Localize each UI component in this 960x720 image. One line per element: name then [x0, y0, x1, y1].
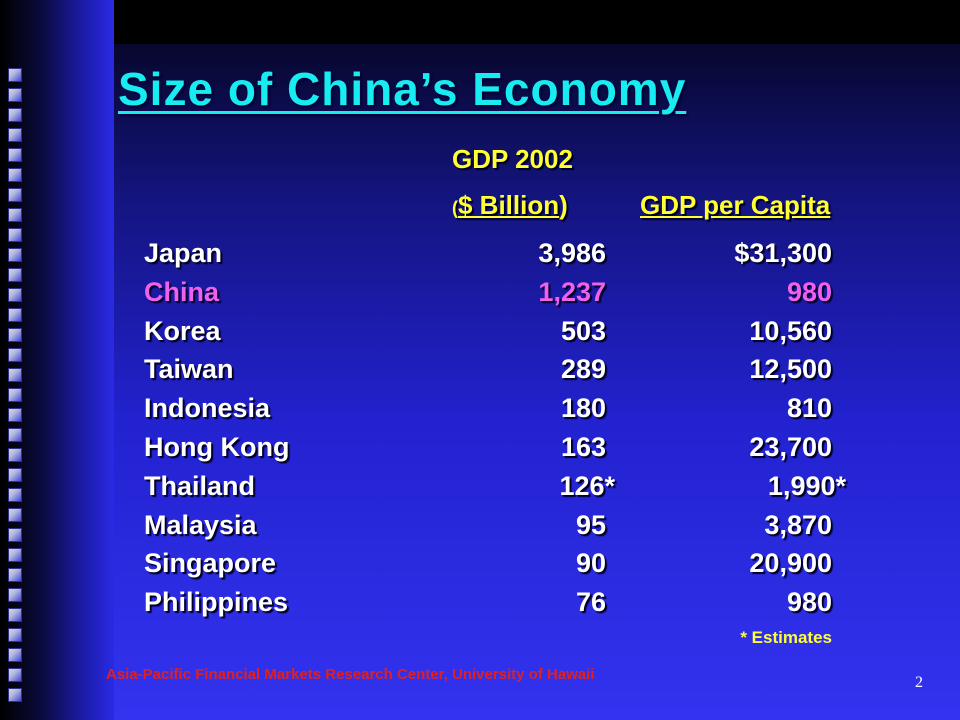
- gdp-value: 180: [560, 393, 606, 424]
- gdp-value: 76: [575, 587, 606, 618]
- slide-title: Size of China’s Economy: [118, 63, 687, 115]
- gdp-unit-header: ($ Billion): [452, 190, 568, 221]
- decorative-square-icon: [8, 628, 22, 642]
- country-name: Taiwan: [144, 354, 234, 385]
- decorative-square-icon: [8, 228, 22, 242]
- gdp-value: 126*: [559, 470, 615, 501]
- table-row: Singapore 90 20,900: [0, 548, 960, 587]
- decorative-square-icon: [8, 368, 22, 382]
- decorative-square-icon: [8, 688, 22, 702]
- decorative-square-icon: [8, 448, 22, 462]
- per-capita-value: 23,700: [749, 431, 832, 462]
- decorative-square-icon: [8, 88, 22, 102]
- source-credit: Asia-Pacific Financial Markets Research …: [106, 666, 595, 683]
- table-row: Japan 3,986 $31,300: [0, 238, 960, 277]
- table-row: Taiwan 289 12,500: [0, 354, 960, 393]
- table-row: Philippines 76 980: [0, 587, 960, 626]
- unit-open-paren: (: [452, 198, 458, 218]
- gdp-value: 1,237: [538, 276, 606, 307]
- decorative-square-icon: [8, 208, 22, 222]
- decorative-square-icon: [8, 168, 22, 182]
- decorative-square-icon: [8, 388, 22, 402]
- decorative-square-icon: [8, 528, 22, 542]
- decorative-square-icon: [8, 248, 22, 262]
- per-capita-value: $31,300: [734, 238, 832, 268]
- country-name: Indonesia: [144, 393, 271, 424]
- decorative-square-icon: [8, 668, 22, 682]
- decorative-square-icon: [8, 548, 22, 562]
- per-capita-value: 12,500: [749, 354, 832, 385]
- gdp-table: Japan 3,986 $31,300 China 1,237 980 Kore…: [0, 238, 960, 626]
- table-row: Hong Kong 163 23,700: [0, 432, 960, 471]
- table-row: Korea 503 10,560: [0, 316, 960, 355]
- decorative-square-icon: [8, 108, 22, 122]
- country-name: Japan: [144, 238, 223, 268]
- unit-close-paren: ): [559, 190, 568, 220]
- decorative-square-icon: [8, 468, 22, 482]
- per-capita-value: 810: [786, 393, 832, 424]
- country-name: Hong Kong: [144, 431, 290, 462]
- decorative-square-icon: [8, 648, 22, 662]
- unit-label: $ Billion: [458, 190, 560, 220]
- table-row: Malaysia 95 3,870: [0, 510, 960, 549]
- gdp-year-header: GDP 2002: [452, 144, 573, 174]
- decorative-square-icon: [8, 488, 22, 502]
- decorative-square-icon: [8, 508, 22, 522]
- country-name: Korea: [144, 315, 221, 346]
- decorative-square-icon: [8, 608, 22, 622]
- decorative-square-icon: [8, 568, 22, 582]
- gdp-value: 503: [560, 315, 606, 346]
- page-number: 2: [915, 674, 923, 691]
- decorative-square-icon: [8, 348, 22, 362]
- per-capita-value: 10,560: [749, 315, 832, 346]
- country-name: Singapore: [144, 548, 277, 579]
- decorative-square-icon: [8, 128, 22, 142]
- estimates-footnote: * Estimates: [740, 628, 832, 647]
- decorative-square-icon: [8, 268, 22, 282]
- decorative-square-icon: [8, 588, 22, 602]
- country-name: Philippines: [144, 587, 289, 618]
- per-capita-value: 1,990*: [767, 470, 846, 501]
- table-row: Indonesia 180 810: [0, 393, 960, 432]
- table-row: Thailand 126* 1,990*: [0, 471, 960, 510]
- country-name: Malaysia: [144, 509, 257, 540]
- per-capita-value: 980: [786, 276, 832, 307]
- decorative-square-icon: [8, 428, 22, 442]
- per-capita-value: 20,900: [749, 548, 832, 579]
- decorative-square-icon: [8, 188, 22, 202]
- gdp-per-capita-header: GDP per Capita: [640, 190, 831, 220]
- gdp-value: 95: [575, 509, 606, 540]
- per-capita-value: 980: [786, 587, 832, 618]
- country-name: Thailand: [144, 470, 256, 501]
- decorative-square-icon: [8, 288, 22, 302]
- decorative-square-icon: [8, 328, 22, 342]
- gdp-value: 163: [560, 431, 606, 462]
- per-capita-value: 3,870: [764, 509, 832, 540]
- gdp-value: 289: [560, 354, 606, 385]
- country-name: China: [144, 276, 220, 307]
- decorative-square-icon: [8, 308, 22, 322]
- decorative-square-column: [8, 68, 22, 708]
- decorative-square-icon: [8, 408, 22, 422]
- decorative-square-icon: [8, 148, 22, 162]
- decorative-square-icon: [8, 68, 22, 82]
- table-row-highlight: China 1,237 980: [0, 277, 960, 316]
- gdp-value: 3,986: [538, 238, 606, 268]
- gdp-value: 90: [575, 548, 606, 579]
